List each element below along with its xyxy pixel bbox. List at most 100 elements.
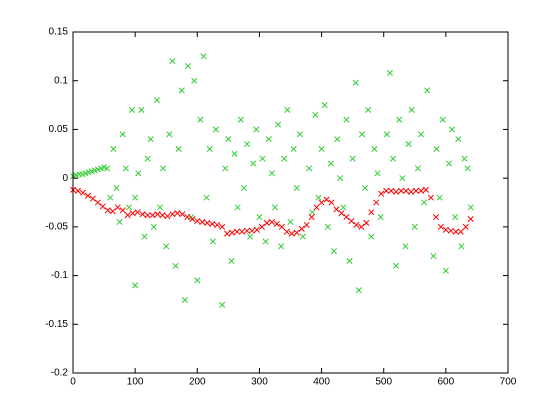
data-point xyxy=(153,97,160,104)
data-point xyxy=(293,229,300,236)
data-point xyxy=(405,140,412,148)
data-point xyxy=(278,243,285,250)
data-point xyxy=(154,211,161,218)
data-point xyxy=(229,229,236,236)
data-point xyxy=(324,223,331,230)
data-point xyxy=(427,194,434,201)
data-point xyxy=(113,184,120,191)
data-point xyxy=(273,220,280,227)
data-point xyxy=(178,87,185,94)
data-point xyxy=(271,204,279,211)
data-point xyxy=(134,209,141,216)
data-point xyxy=(256,214,263,221)
data-point xyxy=(436,194,443,201)
data-point xyxy=(203,194,210,201)
data-point xyxy=(104,207,111,214)
x-tick-label: 400 xyxy=(313,377,330,388)
data-point xyxy=(402,243,409,250)
y-tick-label: -0.1 xyxy=(51,270,69,281)
data-point xyxy=(308,214,315,221)
data-point xyxy=(424,87,431,94)
data-point xyxy=(209,238,216,245)
data-point xyxy=(219,301,226,308)
data-point xyxy=(262,238,269,245)
data-point xyxy=(125,204,132,211)
data-point xyxy=(147,136,154,143)
data-point xyxy=(467,204,474,211)
data-point xyxy=(299,233,306,240)
y-tick-label: 0.05 xyxy=(49,124,69,135)
y-tick-label: -0.2 xyxy=(51,368,69,379)
data-point xyxy=(333,206,340,213)
data-point xyxy=(334,136,341,143)
data-point xyxy=(338,210,345,217)
data-point xyxy=(99,203,106,210)
data-point xyxy=(399,175,406,182)
data-point xyxy=(159,212,166,219)
data-point xyxy=(442,267,449,274)
x-tick-label: 200 xyxy=(189,377,206,388)
data-point xyxy=(263,219,270,227)
data-point xyxy=(358,223,365,230)
data-point xyxy=(353,221,360,228)
data-point xyxy=(281,155,288,162)
data-point xyxy=(110,145,117,152)
data-point xyxy=(458,243,465,250)
data-point xyxy=(330,248,338,255)
data-point xyxy=(412,187,420,194)
data-point xyxy=(337,175,344,182)
data-point xyxy=(290,145,297,152)
data-point xyxy=(243,140,251,148)
data-point xyxy=(318,145,325,152)
data-point xyxy=(166,131,173,138)
data-point xyxy=(340,204,347,211)
data-point xyxy=(135,170,142,177)
data-point xyxy=(191,77,198,84)
x-tick-label: 0 xyxy=(70,377,76,388)
data-point xyxy=(179,211,186,218)
data-point xyxy=(144,212,151,219)
x-tick-label: 100 xyxy=(127,377,144,388)
data-point xyxy=(396,116,403,123)
data-point xyxy=(408,188,415,195)
data-point xyxy=(172,262,179,269)
data-point xyxy=(363,219,370,227)
data-point xyxy=(234,228,241,235)
data-point xyxy=(174,210,181,217)
data-point xyxy=(283,228,290,235)
data-point xyxy=(343,214,350,221)
data-point xyxy=(457,228,464,235)
data-point xyxy=(224,230,231,237)
data-point xyxy=(288,230,295,237)
x-tick-label: 600 xyxy=(438,377,455,388)
data-point xyxy=(389,155,397,162)
data-point xyxy=(259,155,266,162)
data-point xyxy=(169,211,176,218)
data-point xyxy=(114,204,121,211)
data-point xyxy=(149,212,156,219)
data-point xyxy=(393,262,400,269)
data-point xyxy=(386,69,393,76)
data-point xyxy=(184,63,192,70)
data-point xyxy=(247,233,254,240)
data-point xyxy=(377,214,384,221)
data-point xyxy=(362,184,369,191)
data-point xyxy=(116,218,123,226)
data-point xyxy=(84,192,91,199)
data-point xyxy=(175,145,182,152)
data-point xyxy=(79,189,86,196)
data-point xyxy=(343,116,350,123)
data-point xyxy=(225,136,232,143)
data-point xyxy=(189,216,196,223)
plot-area xyxy=(69,53,474,308)
data-point xyxy=(349,155,356,162)
data-point xyxy=(219,223,226,230)
data-point xyxy=(268,218,275,226)
data-point xyxy=(393,188,400,195)
data-point xyxy=(129,210,136,217)
y-tick-label: 0.1 xyxy=(54,75,68,86)
data-point xyxy=(368,209,375,216)
data-point xyxy=(447,227,454,234)
data-point xyxy=(383,187,390,194)
